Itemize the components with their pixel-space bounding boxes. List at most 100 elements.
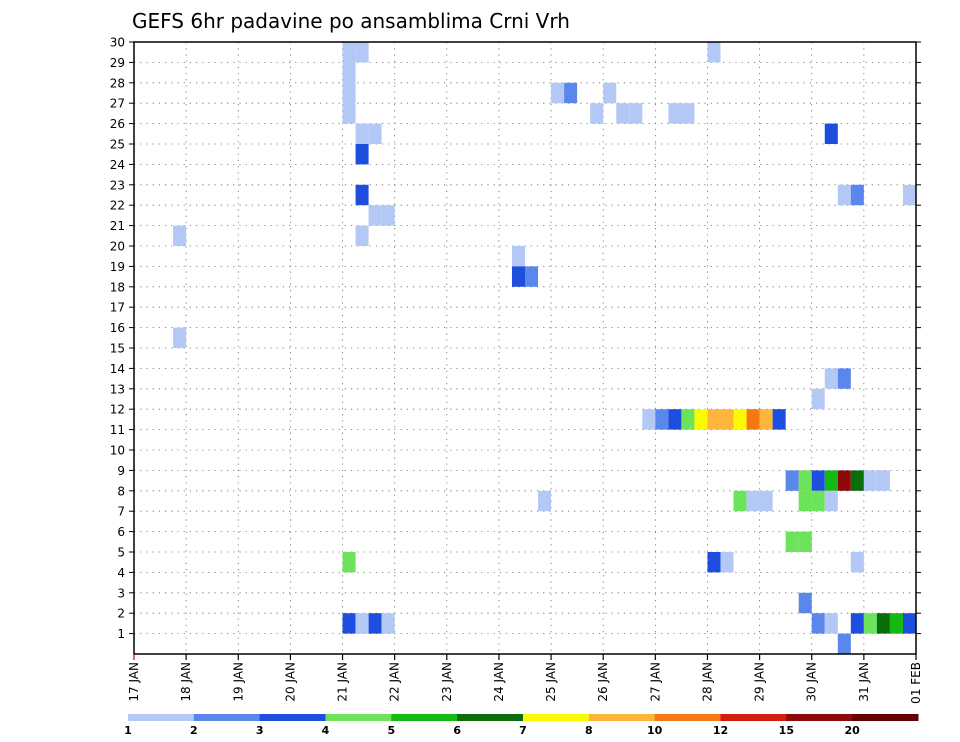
heatmap-cell (811, 613, 825, 634)
y-tick-label: 28 (110, 76, 125, 90)
heatmap-cell (355, 613, 369, 634)
legend-swatch (720, 714, 787, 721)
x-axis-ticks: 17 JAN 18 JAN 19 JAN 20 JAN 21 JAN 22 JAN 23 J… (127, 654, 923, 704)
heatmap-cell (342, 62, 356, 83)
y-tick-label: 16 (110, 321, 125, 335)
heatmap-cell (837, 368, 851, 389)
heatmap-cell (538, 490, 552, 512)
heatmap-cell (707, 42, 721, 63)
y-tick-label: 13 (110, 382, 125, 396)
heatmap-cell (785, 531, 799, 552)
heatmap-cell (355, 123, 369, 144)
y-tick-label: 23 (110, 178, 125, 192)
heatmap-cell (876, 613, 890, 634)
legend-swatch (193, 714, 261, 721)
legend-swatch (654, 714, 721, 721)
heatmap-cell (850, 470, 864, 491)
x-tick-label: 29 JAN (753, 662, 767, 702)
legend-swatch (852, 714, 919, 721)
heatmap-cell (694, 409, 708, 430)
legend-label: 3 (256, 724, 264, 737)
legend-swatch (391, 714, 458, 721)
heatmap-cell (889, 613, 903, 634)
heatmap-cell (863, 613, 877, 634)
heatmap-cell (876, 470, 890, 491)
legend-label: 4 (322, 724, 330, 737)
grid-lines (134, 41, 916, 654)
y-tick-label: 27 (110, 97, 125, 111)
heatmap-cell (811, 388, 825, 410)
heatmap-cell (616, 103, 630, 124)
heatmap-cell (772, 409, 786, 430)
heatmap-cell (746, 409, 760, 430)
y-tick-label: 21 (110, 219, 125, 233)
heatmap-cell (655, 409, 669, 430)
x-tick-label: 17 JAN (127, 662, 141, 702)
heatmap-cell (798, 531, 812, 552)
y-tick-label: 3 (117, 586, 125, 600)
heatmap-cell (681, 103, 695, 124)
y-tick-label: 4 (117, 566, 125, 580)
heatmap-cell (342, 613, 356, 634)
heatmap-cell (733, 490, 747, 512)
heatmap-cell (355, 42, 369, 63)
heatmap-cell (798, 470, 812, 491)
heatmap-cell (837, 184, 851, 206)
heatmap-cell (720, 552, 734, 573)
legend-swatch (128, 714, 195, 721)
heatmap-cell (629, 103, 643, 124)
legend-label: 7 (519, 724, 527, 737)
x-tick-label: 31 JAN (857, 662, 871, 702)
heatmap-cell (173, 225, 187, 246)
y-tick-label: 5 (117, 546, 125, 560)
legend-label: 15 (779, 724, 794, 737)
heatmap-cell (707, 409, 721, 430)
heatmap-cell (525, 266, 539, 287)
x-tick-label: 21 JAN (336, 662, 350, 702)
x-tick-label: 27 JAN (648, 662, 662, 702)
heatmap-cell (824, 613, 838, 634)
heatmap-cell (681, 409, 695, 430)
x-tick-label: 24 JAN (492, 662, 506, 702)
heatmap-cell (355, 144, 369, 165)
x-tick-label: 30 JAN (805, 662, 819, 702)
x-tick-label: 20 JAN (283, 662, 297, 702)
y-tick-label: 24 (110, 158, 125, 172)
heatmap-cell (902, 613, 916, 634)
heatmap-cell (850, 184, 864, 206)
heatmap-cell (368, 613, 382, 634)
legend-label: 5 (388, 724, 396, 737)
y-tick-label: 7 (117, 505, 125, 519)
color-legend: 1 2 3 4 5 6 7 8 10 12 15 20 (124, 714, 919, 737)
heatmap-cell (863, 470, 877, 491)
heatmap-cell (707, 552, 721, 573)
legend-label: 1 (124, 724, 132, 737)
heatmap-cells (173, 42, 916, 654)
y-tick-label: 15 (110, 342, 125, 356)
heatmap-cell (733, 409, 747, 430)
heatmap-cell (381, 613, 395, 634)
heatmap-cell (511, 246, 525, 267)
heatmap-cell (759, 409, 773, 430)
heatmap-cell (511, 266, 525, 287)
heatmap-cell (798, 592, 812, 614)
heatmap-cell (824, 123, 838, 144)
legend-swatch (457, 714, 524, 721)
x-tick-label: 18 JAN (179, 662, 193, 702)
legend-label: 20 (845, 724, 861, 737)
heatmap-cell (785, 470, 799, 491)
heatmap-cell (759, 490, 773, 512)
y-tick-label: 11 (110, 423, 125, 437)
heatmap-cell (720, 409, 734, 430)
heatmap-cell (837, 633, 851, 654)
chart-title: GEFS 6hr padavine po ansamblima Crni Vrh (132, 9, 570, 33)
y-tick-label: 2 (117, 607, 125, 621)
heatmap-cell (368, 123, 382, 144)
y-tick-label: 22 (110, 199, 125, 213)
x-tick-label: 28 JAN (700, 662, 714, 702)
y-axis-ticks: 1234567891011121314151617181920212223242… (110, 36, 921, 641)
y-tick-label: 8 (117, 484, 125, 498)
heatmap-cell (642, 409, 656, 430)
y-tick-label: 12 (110, 403, 125, 417)
